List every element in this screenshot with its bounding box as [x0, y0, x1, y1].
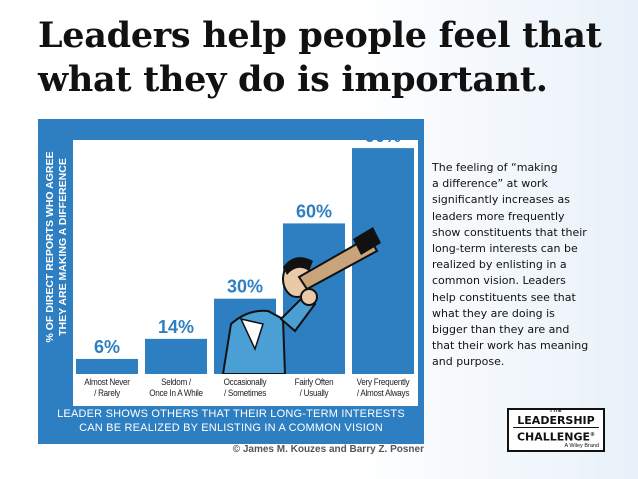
side-note: The feeling of “making a difference” at … — [432, 160, 622, 371]
x-axis-label-line-2: CAN BE REALIZED BY ENLISTING IN A COMMON… — [79, 422, 383, 434]
headline: Leaders help people feel that what they … — [38, 14, 618, 102]
side-note-line: help constituents see that — [432, 290, 576, 304]
side-note-line: and purpose. — [432, 355, 505, 369]
bar — [76, 358, 138, 374]
logo-word-1: LEADERSHIP — [517, 414, 595, 427]
category-label-line-1: Occasionally — [223, 377, 267, 387]
category-label-line-1: Very Frequently — [356, 377, 410, 387]
copyright-text: © James M. Kouzes and Barry Z. Posner — [232, 444, 424, 455]
bar-value-label: 6% — [94, 337, 120, 357]
bar-value-label: 30% — [227, 277, 263, 297]
headline-line-2: what they do is important. — [38, 59, 548, 100]
side-note-line: show constituents that their — [432, 225, 587, 239]
side-note-line: realized by enlisting in a — [432, 258, 567, 272]
category-label: Almost Never / Rarely — [76, 377, 137, 399]
category-label-line-2: Once In A While — [149, 388, 203, 398]
side-note-line: common vision. Leaders — [432, 274, 566, 288]
bar-value-label: 14% — [158, 317, 194, 337]
bar — [352, 148, 414, 374]
bar — [145, 338, 207, 374]
category-label: Very Frequently / Almost Always — [352, 377, 413, 399]
side-note-line: significantly increases as — [432, 193, 570, 207]
category-label-line-2: / Almost Always — [356, 388, 410, 398]
category-label-line-1: Fairly Often — [294, 377, 334, 387]
y-axis-label: % OF DIRECT REPORTS WHO AGREE THEY ARE M… — [38, 119, 76, 374]
category-label-line-1: Seldom / — [161, 377, 191, 387]
y-axis-label-line-2: THEY ARE MAKING A DIFFERENCE — [57, 157, 69, 336]
category-label-line-2: / Rarely — [94, 388, 120, 398]
logo-brand: A Wiley Brand — [564, 443, 599, 449]
man-with-telescope-illustration — [221, 227, 381, 375]
y-axis-label-line-1: % OF DIRECT REPORTS WHO AGREE — [44, 151, 56, 342]
side-note-line: leaders more frequently — [432, 209, 565, 223]
side-note-line: that their work has meaning — [432, 339, 589, 353]
logo-word-2-text: CHALLENGE — [516, 430, 591, 444]
x-axis-label-line-1: LEADER SHOWS OTHERS THAT THEIR LONG-TERM… — [57, 408, 405, 420]
logo-word-2: CHALLENGE® — [513, 427, 599, 444]
leadership-challenge-logo: THE LEADERSHIP CHALLENGE® A Wiley Brand — [507, 408, 605, 452]
side-note-line: a difference” at work — [432, 177, 548, 191]
side-note-line: The feeling of “making — [432, 161, 558, 174]
category-labels: Almost Never / Rarely Seldom / Once In A… — [73, 374, 418, 406]
category-label: Occasionally / Sometimes — [214, 377, 275, 399]
x-axis-banner: LEADER SHOWS OTHERS THAT THEIR LONG-TERM… — [38, 407, 424, 437]
headline-line-1: Leaders help people feel that — [38, 15, 602, 56]
side-note-line: long-term interests can be — [432, 242, 578, 256]
side-note-line: bigger than they are and — [432, 323, 570, 337]
bar-value-label: 90% — [365, 126, 401, 146]
side-note-line: what they are doing is — [432, 306, 555, 320]
category-label-line-2: / Sometimes — [223, 388, 267, 398]
category-label-line-1: Almost Never — [84, 377, 130, 387]
category-label-line-2: / Usually — [299, 388, 329, 398]
bar-value-label: 60% — [296, 201, 332, 221]
logo-trademark: ® — [590, 432, 596, 438]
category-label: Fairly Often / Usually — [283, 377, 344, 399]
category-label: Seldom / Once In A While — [145, 377, 206, 399]
bar-chart: 6% 14% 30% 60% 90% — [76, 126, 414, 375]
logo-the: THE — [549, 408, 563, 414]
